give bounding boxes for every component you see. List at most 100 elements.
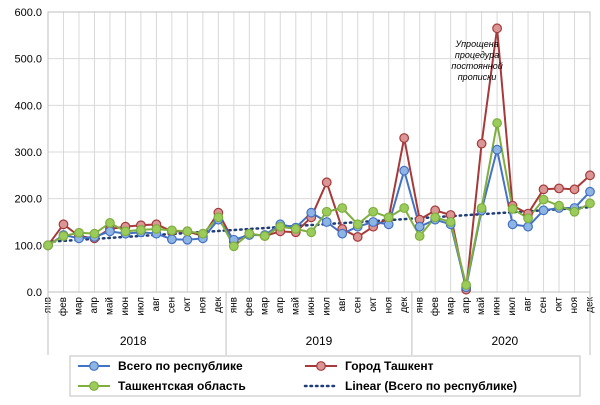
- x-tick-label: июн: [120, 297, 131, 316]
- data-point: [523, 221, 533, 232]
- x-tick-label: авг: [523, 297, 534, 312]
- data-point: [492, 23, 502, 34]
- legend-label: Ташкентская область: [118, 379, 246, 393]
- data-point: [507, 204, 518, 214]
- x-tick-label: мар: [74, 297, 85, 315]
- x-tick-label: окт: [554, 297, 565, 312]
- legend: Всего по республике Город Ташкент Ташкентс…: [69, 355, 581, 397]
- x-tick-label: июл: [136, 297, 147, 316]
- data-point: [259, 231, 270, 241]
- data-point: [166, 234, 177, 245]
- y-tick-label: 300.0: [14, 147, 42, 159]
- data-point: [120, 226, 131, 237]
- x-tick-label: мар: [445, 297, 456, 315]
- data-point: [58, 219, 69, 230]
- x-tick-label: ноя: [569, 297, 580, 314]
- x-tick-label: авг: [337, 297, 348, 312]
- legend-label: Linear (Всего по республике): [345, 379, 517, 393]
- year-label: 2020: [491, 334, 518, 348]
- x-tick-label: июл: [321, 297, 332, 316]
- legend-label: Всего по республике: [118, 359, 243, 373]
- data-point: [43, 240, 53, 251]
- data-point: [430, 212, 441, 223]
- data-point: [585, 186, 595, 197]
- data-point: [368, 206, 379, 217]
- data-point: [523, 213, 533, 224]
- x-tick-label: янв: [414, 297, 425, 313]
- data-point: [275, 221, 286, 232]
- x-tick-label: авг: [151, 297, 162, 312]
- data-point: [399, 133, 410, 143]
- legend-label: Город Ташкент: [345, 359, 434, 373]
- data-point: [337, 203, 348, 213]
- x-tick-label: ноя: [383, 297, 394, 314]
- data-point: [105, 226, 115, 237]
- x-tick-label: янв: [228, 297, 239, 313]
- x-tick-label: ноя: [197, 297, 208, 314]
- data-point: [228, 241, 239, 252]
- data-point: [321, 206, 332, 217]
- data-point: [492, 118, 502, 128]
- series-layer: [43, 23, 595, 295]
- data-point: [321, 217, 332, 227]
- data-point: [383, 212, 394, 223]
- data-point: [585, 198, 595, 209]
- x-tick-label: фев: [243, 297, 255, 316]
- data-point: [136, 225, 146, 235]
- y-tick-label: 0.0: [27, 287, 42, 299]
- x-tick-label: апр: [89, 297, 100, 314]
- data-point: [461, 280, 472, 290]
- data-point: [538, 205, 549, 216]
- data-point: [507, 219, 518, 230]
- data-point: [244, 228, 255, 239]
- y-tick-label: 100.0: [14, 240, 42, 252]
- data-point: [585, 170, 595, 181]
- plot-area-border: [47, 11, 591, 293]
- annotation-text: Упрощена: [454, 39, 498, 49]
- data-point: [213, 212, 224, 223]
- x-tick-label: окт: [182, 297, 193, 312]
- y-tick-label: 200.0: [14, 194, 42, 206]
- x-tick-label: апр: [461, 297, 472, 314]
- data-point: [399, 165, 410, 176]
- data-point: [414, 221, 425, 232]
- data-point: [352, 232, 363, 242]
- data-point: [554, 200, 564, 211]
- data-point: [306, 227, 317, 238]
- x-tick-label: май: [105, 297, 116, 315]
- x-tick-label: июл: [507, 297, 518, 316]
- legend-marker: [316, 361, 326, 371]
- year-label: 2018: [120, 334, 147, 348]
- grid: [47, 11, 591, 293]
- data-point: [74, 227, 84, 238]
- x-tick-label: июн: [492, 297, 503, 316]
- data-point: [105, 218, 115, 228]
- data-point: [538, 194, 549, 205]
- x-tick-label: фев: [57, 297, 69, 316]
- data-point: [89, 228, 100, 239]
- year-label: 2019: [306, 334, 333, 348]
- legend-marker: [89, 361, 99, 371]
- annotation-text: процедура: [455, 50, 499, 60]
- annotation-text: постоянной: [451, 61, 502, 71]
- x-tick-label: апр: [275, 297, 286, 314]
- data-point: [538, 184, 549, 195]
- data-point: [182, 226, 193, 237]
- data-point: [337, 228, 348, 239]
- data-point: [492, 144, 502, 155]
- data-point: [476, 138, 487, 149]
- data-point: [368, 217, 379, 227]
- data-point: [476, 203, 487, 213]
- x-tick-label: сен: [538, 297, 549, 313]
- data-point: [166, 225, 177, 236]
- data-point: [197, 228, 208, 239]
- x-tick-label: дек: [399, 296, 410, 312]
- x-tick-label: фев: [429, 297, 441, 316]
- legend-box: [69, 355, 581, 397]
- legend-marker: [89, 381, 99, 391]
- x-tick-label: дек: [213, 296, 224, 312]
